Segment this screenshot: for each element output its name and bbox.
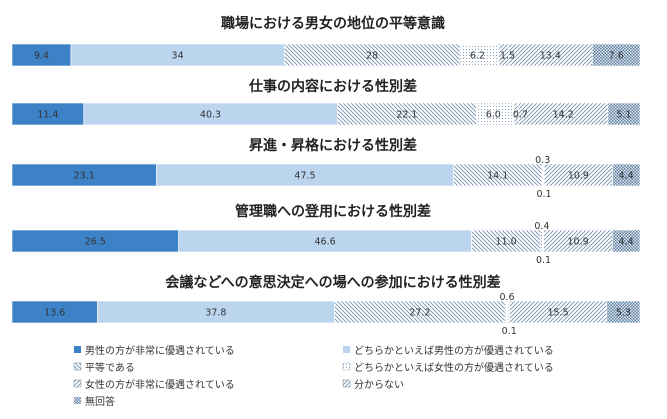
data-label: 4.4 xyxy=(619,171,634,182)
segment-no-answer xyxy=(612,163,641,187)
data-label: 15.5 xyxy=(548,308,569,319)
legend-item: 平等である xyxy=(73,361,135,374)
stacked-bar: 13.6 37.8 27.2 0.6 0.1 15.5 5.3 xyxy=(11,292,641,337)
data-label: 0.1 xyxy=(536,189,551,200)
data-label: 0.6 xyxy=(499,292,514,303)
data-label: 10.9 xyxy=(568,237,589,248)
data-label: 10.9 xyxy=(568,171,589,182)
data-label: 13.6 xyxy=(44,308,65,319)
data-label: 26.5 xyxy=(85,237,106,248)
data-label: 23.1 xyxy=(74,171,95,182)
legend-label: 女性の方が非常に優遇されている xyxy=(85,378,235,391)
legend-item: 無回答 xyxy=(74,395,115,408)
data-label: 6.0 xyxy=(486,110,501,121)
segment-no-answer xyxy=(592,43,641,67)
chart-title: 昇進・昇格における性別差 xyxy=(249,137,417,154)
data-label: 0.7 xyxy=(513,110,528,121)
data-label: 0.1 xyxy=(502,326,517,337)
segment-female-somewhat-favored xyxy=(504,300,510,324)
data-label: 46.6 xyxy=(315,237,336,248)
segment-no-answer xyxy=(607,102,641,126)
chart-title: 職場における男女の地位の平等意識 xyxy=(221,15,445,32)
legend-label: 無回答 xyxy=(85,395,115,408)
data-label: 5.3 xyxy=(616,308,631,319)
data-label: 11.0 xyxy=(496,237,517,248)
data-label: 27.2 xyxy=(409,308,430,319)
data-label: 0.3 xyxy=(535,155,550,166)
chart-title: 仕事の内容における性別差 xyxy=(248,78,417,95)
legend-item: どちらかといえば女性の方が優遇されている xyxy=(342,361,554,374)
legend-swatch xyxy=(342,362,351,371)
legend-item: どちらかといえば男性の方が優遇されている xyxy=(343,344,554,357)
legend-swatch xyxy=(74,346,81,353)
data-label: 22.1 xyxy=(396,110,417,121)
legend-swatch xyxy=(74,397,81,404)
segment-no-answer xyxy=(606,300,641,324)
legend: 男性の方が非常に優遇されている どちらかといえば男性の方が優遇されている 平等で… xyxy=(73,344,554,408)
legend-item: 男性の方が非常に優遇されている xyxy=(74,344,235,357)
stacked-bar: 11.4 40.3 22.1 6.0 0.7 14.2 5.1 xyxy=(11,102,641,126)
chart-title: 会議などへの意思決定への場への参加における性別差 xyxy=(165,274,500,291)
legend-swatch xyxy=(73,379,82,388)
data-label: 11.4 xyxy=(37,110,58,121)
legend-swatch xyxy=(343,346,350,353)
segment-no-answer xyxy=(612,229,641,253)
data-label: 14.1 xyxy=(487,171,508,182)
segment-female-somewhat-favored xyxy=(540,229,544,253)
data-label: 4.4 xyxy=(619,237,634,248)
legend-swatch xyxy=(342,379,351,388)
data-label: 9.4 xyxy=(34,51,49,62)
legend-swatch xyxy=(73,362,82,371)
stacked-bar: 26.5 46.6 11.0 0.4 0.1 10.9 4.4 xyxy=(11,221,641,266)
data-label: 1.5 xyxy=(500,51,515,62)
data-label: 13.4 xyxy=(540,51,561,62)
data-label: 5.1 xyxy=(616,110,631,121)
data-label: 34 xyxy=(172,51,184,62)
chart-title: 管理職への登用における性別差 xyxy=(235,203,431,220)
legend-label: 平等である xyxy=(85,361,135,374)
data-label: 47.5 xyxy=(294,171,315,182)
stacked-bar: 9.4 34 28 6.2 1.5 13.4 7.6 xyxy=(11,43,641,67)
data-label: 40.3 xyxy=(200,110,221,121)
data-label: 28 xyxy=(366,51,378,62)
data-label: 0.1 xyxy=(536,255,551,266)
data-label: 7.6 xyxy=(609,51,624,62)
data-label: 0.4 xyxy=(534,221,549,232)
legend-label: 分からない xyxy=(354,379,404,391)
legend-label: どちらかといえば女性の方が優遇されている xyxy=(354,361,554,374)
legend-item: 女性の方が非常に優遇されている xyxy=(73,378,235,391)
stacked-bar: 23.1 47.5 14.1 0.3 0.1 10.9 4.4 xyxy=(11,155,641,200)
legend-label: 男性の方が非常に優遇されている xyxy=(85,344,235,357)
legend-item: 分からない xyxy=(342,379,404,391)
data-label: 6.2 xyxy=(470,51,485,62)
data-label: 37.8 xyxy=(205,308,226,319)
data-label: 14.2 xyxy=(553,110,574,121)
legend-label: どちらかといえば男性の方が優遇されている xyxy=(354,344,554,357)
